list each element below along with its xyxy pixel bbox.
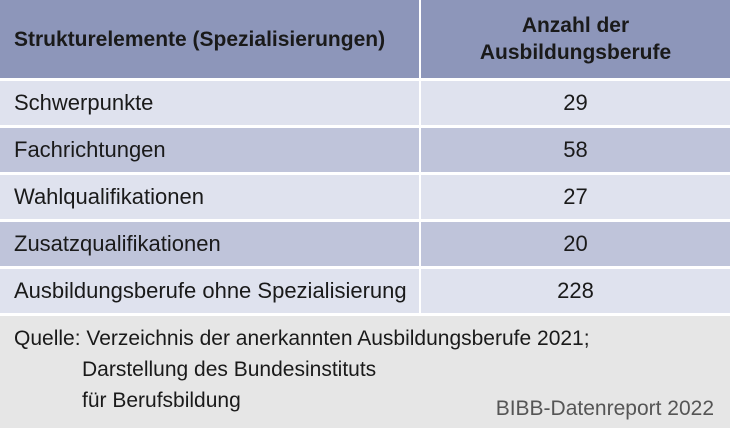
row-label: Ausbildungsberufe ohne Spezialisierung [0, 267, 421, 316]
row-value: 58 [420, 126, 730, 175]
row-label: Fachrichtungen [0, 126, 421, 175]
row-value: 27 [420, 173, 730, 222]
publisher-label: BIBB-Datenreport 2022 [495, 397, 714, 420]
row-value: 228 [420, 267, 730, 316]
row-value: 20 [420, 220, 730, 269]
header-anzahl-line2: Ausbildungsberufe [479, 41, 672, 64]
row-value: 29 [420, 79, 730, 128]
source-line-3: für Berufsbildung [82, 389, 241, 412]
table-header-row: Strukturelemente (Spezialisierungen) Anz… [0, 0, 730, 81]
row-label: Zusatzqualifikationen [0, 220, 421, 269]
table-row: Zusatzqualifikationen 20 [0, 220, 730, 269]
header-anzahl-line1: Anzahl der [521, 14, 630, 37]
source-note: Quelle: Verzeichnis der anerkannten Ausb… [14, 323, 590, 416]
source-line-1: Quelle: Verzeichnis der anerkannten Ausb… [14, 327, 590, 350]
data-table: Strukturelemente (Spezialisierungen) Anz… [0, 0, 730, 316]
table-row: Ausbildungsberufe ohne Spezialisierung 2… [0, 267, 730, 316]
table-row: Schwerpunkte 29 [0, 79, 730, 128]
header-strukturelemente: Strukturelemente (Spezialisierungen) [0, 0, 421, 81]
row-label: Wahlqualifikationen [0, 173, 421, 222]
header-anzahl: Anzahl der Ausbildungsberufe [420, 0, 730, 81]
table-row: Wahlqualifikationen 27 [0, 173, 730, 222]
table-row: Fachrichtungen 58 [0, 126, 730, 175]
source-line-2: Darstellung des Bundesinstituts [82, 358, 377, 381]
row-label: Schwerpunkte [0, 79, 421, 128]
